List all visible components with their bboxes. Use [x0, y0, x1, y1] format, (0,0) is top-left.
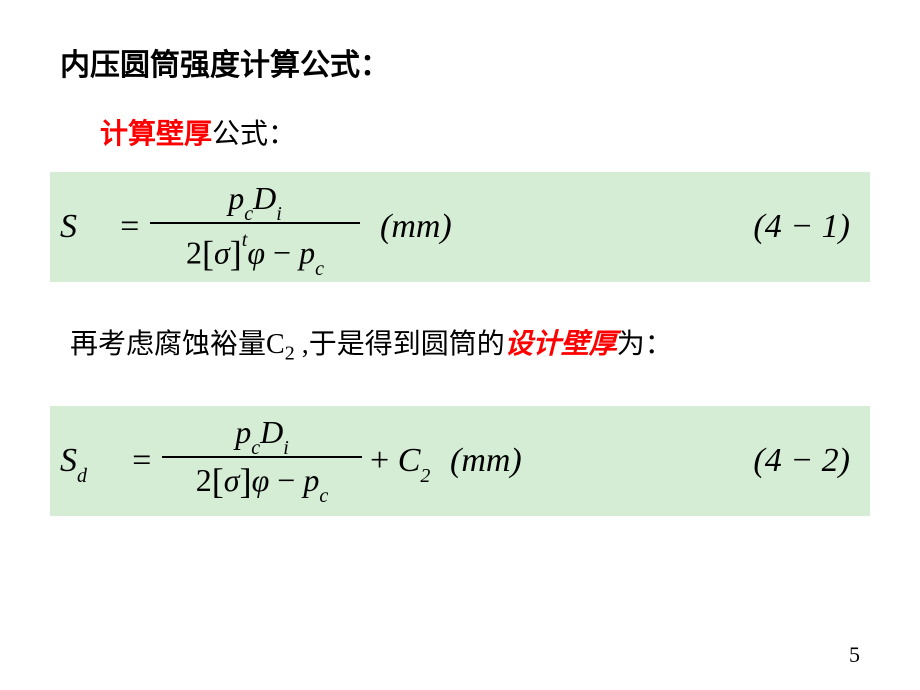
- slide: 内压圆筒强度计算公式： 计算壁厚公式： S = pcDi 2[σ]tφ − pc…: [0, 0, 920, 690]
- formula2-plus-c2: + C2: [370, 442, 430, 485]
- den2-sigma: σ: [224, 462, 240, 498]
- den-p: p: [299, 235, 315, 271]
- formula2-Csub: 2: [420, 465, 430, 487]
- den2-psub: c: [319, 485, 328, 507]
- formula2-fraction: pcDi 2[σ]φ − pc: [162, 412, 362, 506]
- formula2-C: C: [398, 442, 421, 479]
- formula2-numerator: pcDi: [162, 412, 362, 456]
- between-t2: ,于是得到圆筒的: [295, 329, 505, 360]
- subtitle-highlight: 计算壁厚: [100, 119, 212, 150]
- den-psub: c: [315, 258, 324, 280]
- num2-D: D: [260, 414, 283, 450]
- page-number: 5: [849, 642, 860, 668]
- formula2-eqnum: (4 − 2): [753, 442, 850, 480]
- den-rb: ]: [230, 234, 242, 274]
- num-psub: c: [244, 203, 253, 225]
- formula1-eqnum: (4 − 1): [753, 208, 850, 246]
- between-c: C2: [266, 329, 295, 360]
- formula2-plus: +: [370, 442, 398, 479]
- num2-p: p: [235, 414, 251, 450]
- num-p: p: [228, 180, 244, 216]
- num2-Dsub: i: [283, 437, 289, 459]
- den2-phi: φ: [252, 462, 270, 498]
- formula1-fraction: pcDi 2[σ]tφ − pc: [150, 178, 360, 272]
- between-t1: 再考虑腐蚀裕量: [70, 329, 266, 360]
- den-sigma: σ: [214, 235, 230, 271]
- den-lb: [: [202, 234, 214, 274]
- formula2-lhs-sub: d: [77, 465, 87, 487]
- formula1-unit: (mm): [380, 208, 452, 246]
- den2-p: p: [303, 462, 319, 498]
- subtitle-plain: 公式：: [212, 119, 296, 150]
- den-minus: −: [265, 235, 299, 271]
- formula2-equals: =: [130, 442, 153, 480]
- between-t3: 为：: [617, 329, 673, 360]
- between-text: 再考虑腐蚀裕量C2 ,于是得到圆筒的设计壁厚为：: [70, 322, 870, 366]
- formula1-numerator: pcDi: [150, 178, 360, 222]
- den2-2: 2: [196, 462, 212, 498]
- formula2-lhs: Sd: [60, 442, 87, 485]
- formula1-denominator: 2[σ]tφ − pc: [150, 224, 360, 272]
- formula2-unit: (mm): [450, 442, 522, 480]
- num-D: D: [253, 180, 276, 216]
- formula2-denominator: 2[σ]φ − pc: [162, 458, 362, 506]
- subtitle: 计算壁厚公式：: [100, 112, 870, 152]
- page-title: 内压圆筒强度计算公式：: [60, 40, 870, 84]
- num-Dsub: i: [276, 203, 282, 225]
- formula-2: Sd = pcDi 2[σ]φ − pc + C2 (mm) (4 − 2): [50, 406, 870, 516]
- den2-minus: −: [269, 462, 303, 498]
- formula-1: S = pcDi 2[σ]tφ − pc (mm) (4 − 1): [50, 172, 870, 282]
- den-sup: t: [242, 229, 248, 251]
- den-2: 2: [186, 235, 202, 271]
- formula1-equals: =: [118, 208, 141, 246]
- between-red: 设计壁厚: [505, 329, 617, 360]
- den-phi: φ: [247, 235, 265, 271]
- den2-rb: ]: [240, 461, 252, 501]
- num2-psub: c: [251, 437, 260, 459]
- formula2-lhs-main: S: [60, 442, 77, 479]
- formula1-lhs: S: [60, 208, 77, 246]
- between-c-sub: 2: [285, 343, 295, 365]
- den2-lb: [: [212, 461, 224, 501]
- between-c-main: C: [266, 329, 285, 360]
